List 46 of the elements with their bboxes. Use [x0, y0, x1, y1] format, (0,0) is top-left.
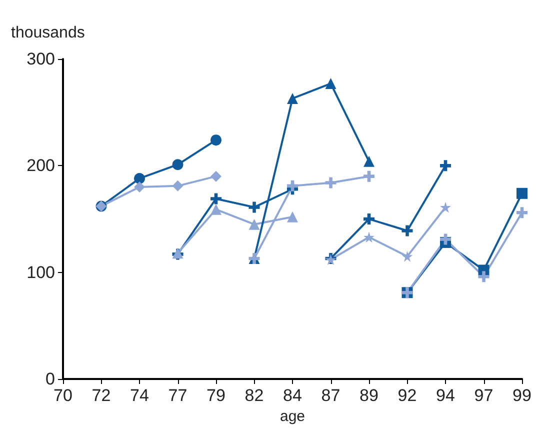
point [364, 156, 374, 167]
point [440, 202, 451, 213]
y-tick-label: 0 [46, 370, 55, 388]
point [134, 182, 145, 192]
x-tick-label: 87 [321, 386, 340, 405]
point [248, 202, 260, 213]
x-tick-label: 79 [206, 386, 226, 405]
x-tick-label: 92 [398, 386, 417, 405]
x-tick-label: 74 [130, 386, 149, 405]
point [440, 234, 451, 245]
point [172, 180, 184, 192]
point [210, 204, 222, 215]
x-tick-label: 84 [283, 386, 302, 405]
x-axis-title: age [280, 408, 306, 425]
point [134, 172, 145, 184]
x-tick-label: 94 [436, 386, 455, 405]
point [210, 193, 222, 204]
x-tick-label: 70 [54, 386, 72, 405]
point [364, 214, 374, 224]
point [287, 92, 298, 104]
point [516, 188, 528, 199]
x-tick-label: 99 [512, 386, 532, 405]
point [248, 218, 260, 230]
point [325, 177, 336, 188]
point [210, 134, 222, 146]
point [210, 170, 222, 182]
y-tick-label: 300 [26, 50, 55, 68]
point [402, 250, 413, 262]
point [440, 160, 451, 172]
x-tick-label: 97 [474, 386, 494, 405]
x-tick-label: 82 [244, 386, 264, 405]
point [325, 78, 336, 90]
point [516, 207, 528, 218]
x-tick-label: 77 [168, 386, 188, 405]
point [402, 225, 413, 236]
point [478, 271, 490, 282]
point [172, 159, 184, 170]
point [287, 180, 298, 192]
x-tick-label: 89 [360, 386, 378, 405]
y-tick-label: 200 [26, 156, 55, 176]
point [287, 211, 298, 222]
y-tick-label: 100 [26, 262, 55, 282]
y-axis-title: thousands [11, 24, 85, 42]
point [364, 170, 374, 182]
point [364, 232, 374, 243]
x-tick-label: 72 [92, 386, 111, 405]
